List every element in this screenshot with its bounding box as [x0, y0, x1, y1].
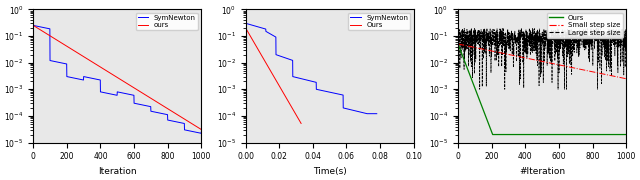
Legend: SymNewton, Ours: SymNewton, Ours [348, 13, 410, 30]
Legend: Ours, Small step size, Large step size: Ours, Small step size, Large step size [547, 13, 623, 38]
X-axis label: #Iteration: #Iteration [519, 167, 565, 176]
X-axis label: Time(s): Time(s) [313, 167, 346, 176]
X-axis label: Iteration: Iteration [98, 167, 136, 176]
Legend: SymNewton, ours: SymNewton, ours [136, 13, 198, 30]
